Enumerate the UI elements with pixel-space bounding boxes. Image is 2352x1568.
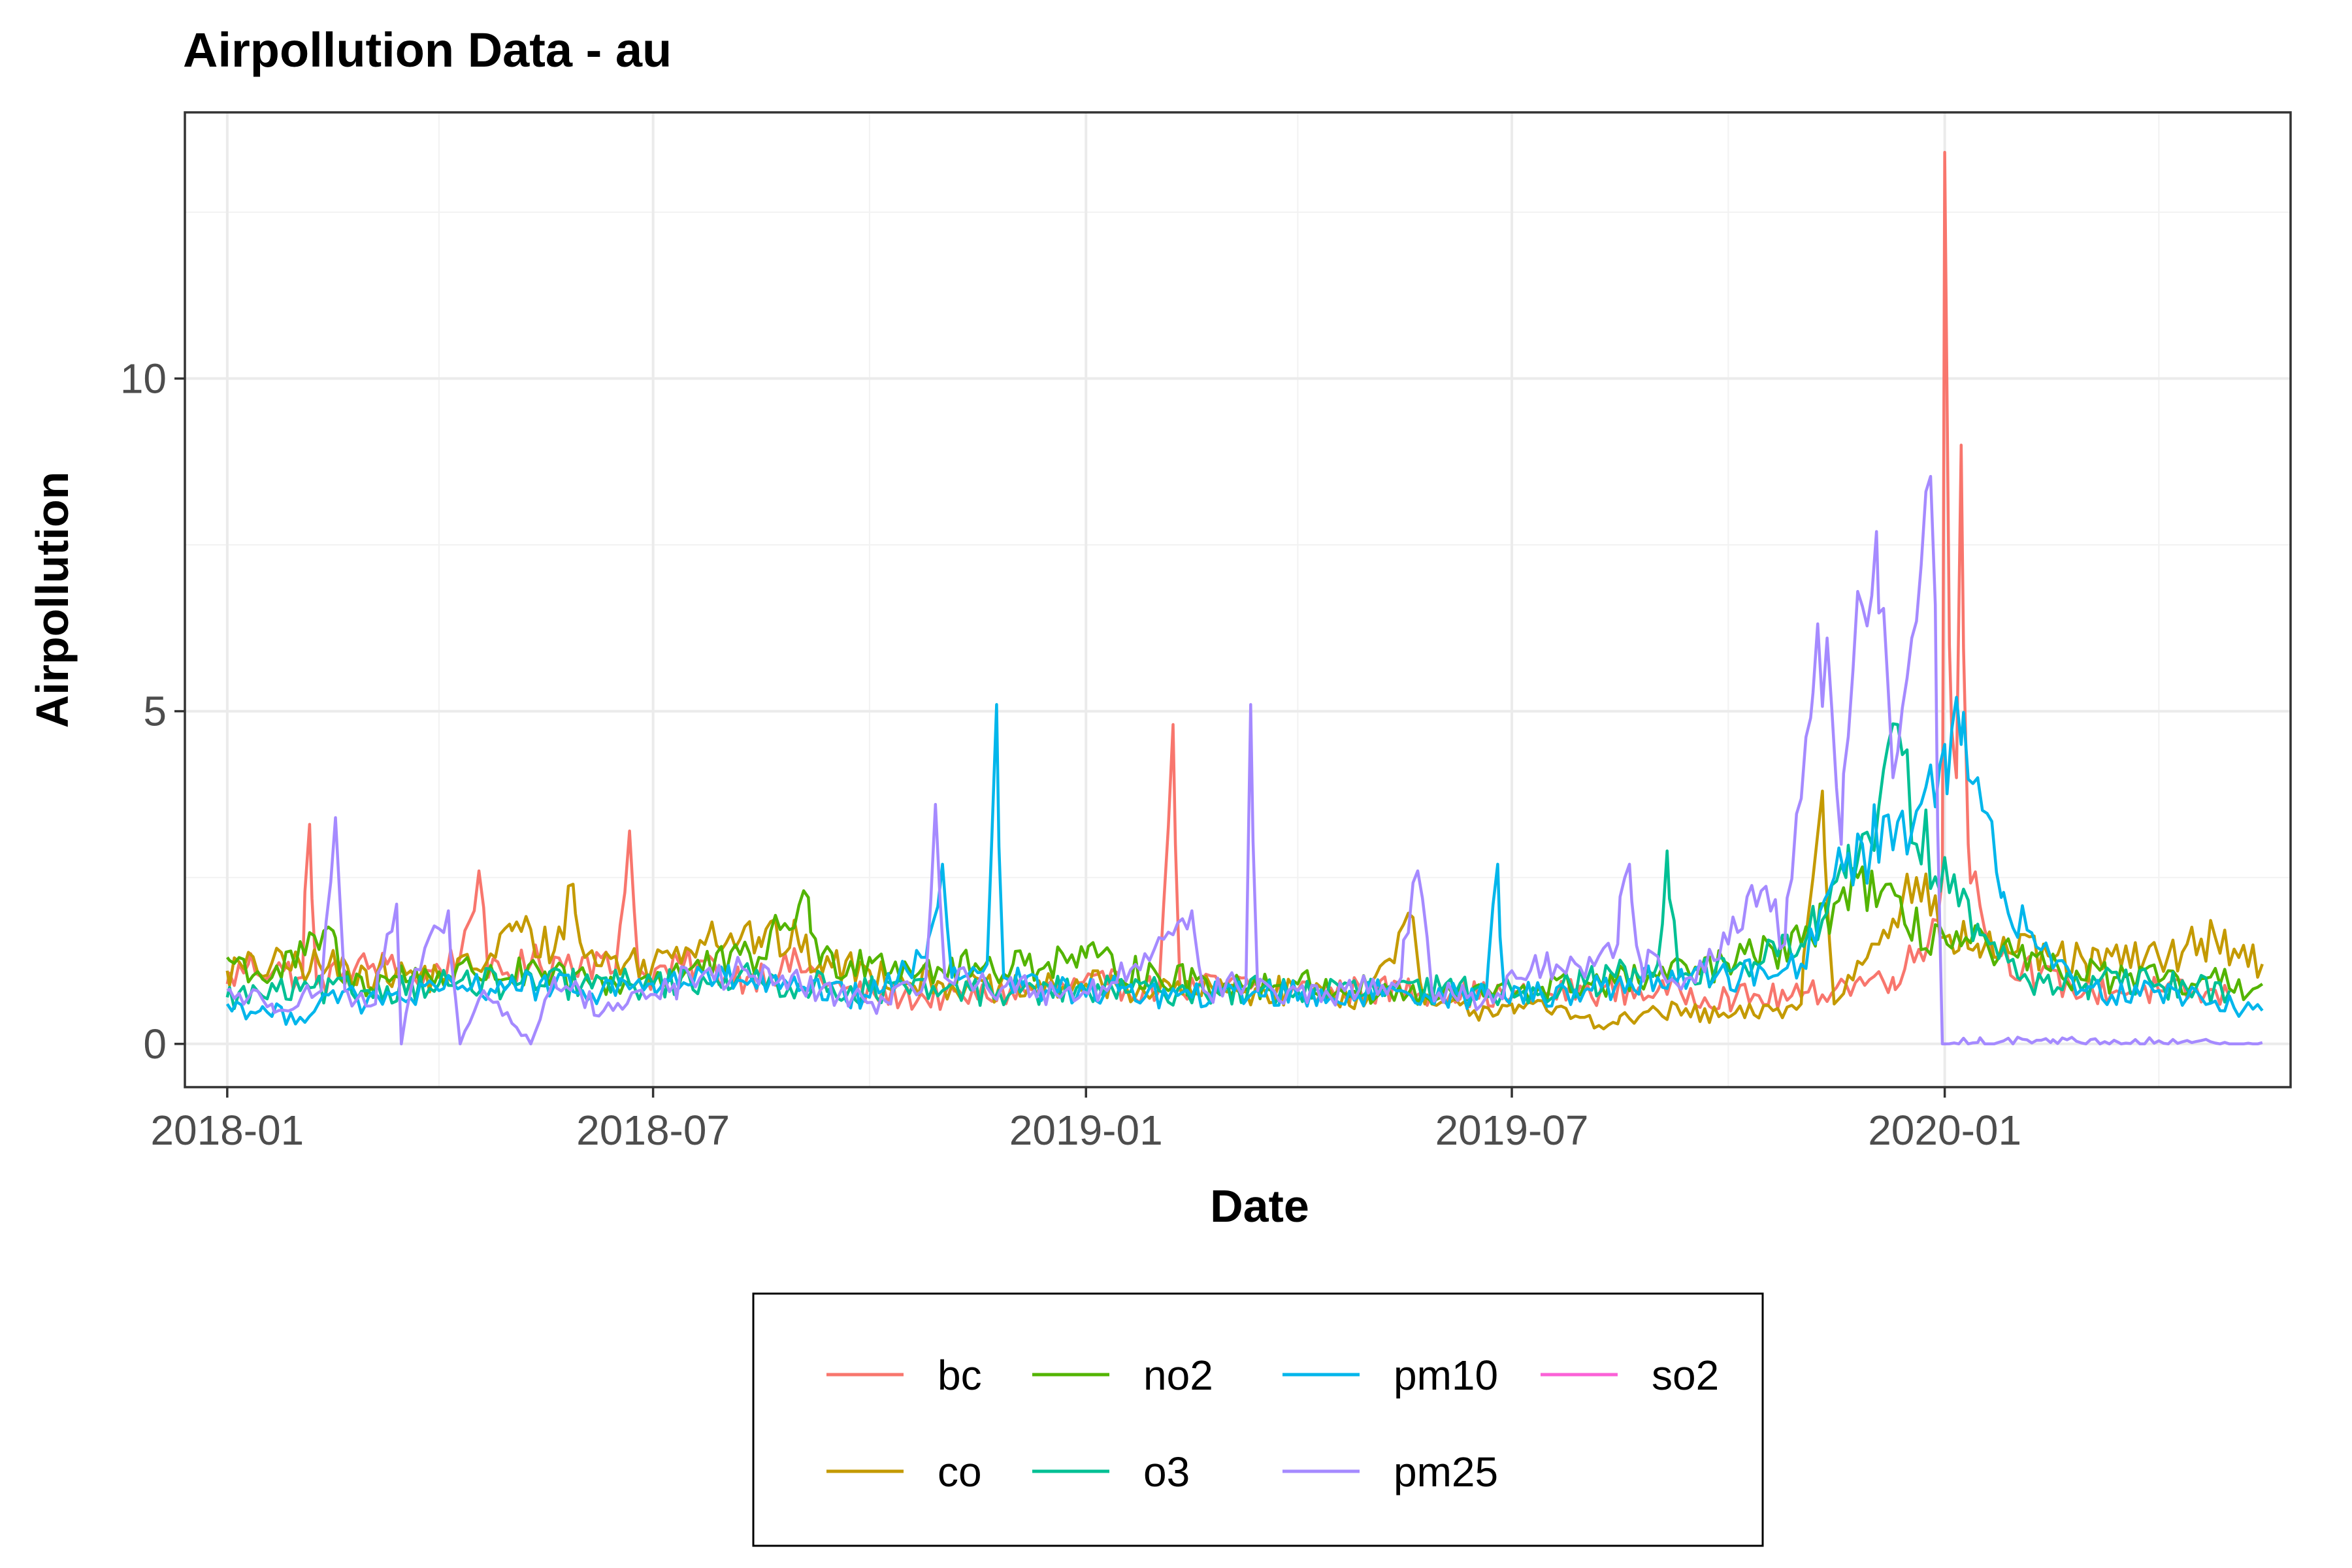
plot-background — [185, 112, 2291, 1087]
x-tick-label: 2018-01 — [150, 1107, 304, 1154]
y-tick-label: 0 — [143, 1021, 167, 1068]
x-axis-title: Date — [1210, 1181, 1309, 1232]
x-tick-label: 2020-01 — [1868, 1107, 2021, 1154]
legend-label-co: co — [938, 1448, 982, 1495]
y-axis: 0 5 10 — [120, 355, 185, 1068]
minor-gridlines — [185, 112, 2291, 1087]
x-axis: 2018-01 2018-07 2019-01 2019-07 2020-01 — [150, 1087, 2021, 1154]
series-lines — [225, 150, 2264, 1046]
legend-label-o3: o3 — [1143, 1448, 1190, 1495]
legend-label-no2: no2 — [1143, 1352, 1213, 1399]
chart-title: Airpollution Data - au — [183, 23, 672, 77]
y-tick-label: 10 — [120, 355, 167, 402]
legend-label-bc: bc — [938, 1352, 982, 1399]
legend-label-so2: so2 — [1652, 1352, 1719, 1399]
series-line-pm10 — [225, 696, 2264, 1026]
x-tick-label: 2018-07 — [576, 1107, 730, 1154]
x-tick-label: 2019-07 — [1435, 1107, 1589, 1154]
legend: bc co no2 o3 pm10 pm25 so2 — [752, 1292, 1764, 1547]
series-line-no2 — [226, 865, 2264, 1006]
major-gridlines — [185, 112, 2291, 1087]
legend-box — [752, 1292, 1764, 1547]
plot-panel-border — [184, 111, 2292, 1088]
x-tick-label: 2019-01 — [1009, 1107, 1163, 1154]
legend-label-pm25: pm25 — [1394, 1448, 1498, 1495]
y-tick-label: 5 — [143, 688, 167, 735]
y-axis-title: Airpollution — [27, 472, 78, 728]
series-line-pm25 — [226, 474, 2263, 1046]
legend-label-pm10: pm10 — [1394, 1352, 1498, 1399]
